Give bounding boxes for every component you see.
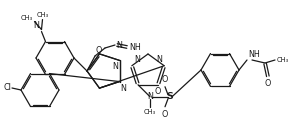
Text: O: O [162,110,168,119]
Text: Cl: Cl [3,83,11,93]
Text: CH₃: CH₃ [37,12,49,18]
Text: N: N [120,84,127,93]
Text: N: N [134,55,140,64]
Text: N: N [147,92,153,101]
Text: O: O [265,79,271,88]
Text: O: O [155,87,161,96]
Text: N: N [34,21,40,30]
Text: CH₃: CH₃ [20,15,33,21]
Text: CH₃: CH₃ [144,109,156,115]
Text: NH: NH [129,42,141,51]
Text: N: N [113,62,119,71]
Text: O: O [96,46,102,55]
Text: NH: NH [248,50,260,59]
Text: S: S [167,92,173,101]
Text: N: N [116,40,122,50]
Text: O: O [162,75,168,84]
Text: CH₃: CH₃ [277,57,289,63]
Text: N: N [156,55,162,64]
